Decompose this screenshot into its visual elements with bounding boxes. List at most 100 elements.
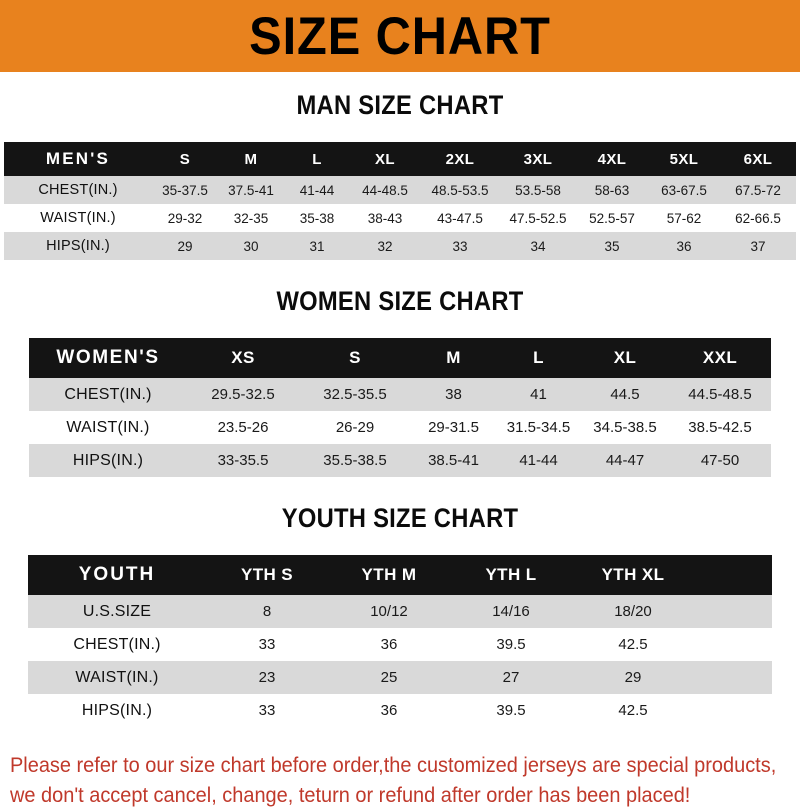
- youth-ussize-l: 14/16: [450, 595, 572, 628]
- men-waist-label: WAIST(IN.): [4, 204, 152, 232]
- men-size-table: MEN'S S M L XL 2XL 3XL 4XL 5XL 6XL CHEST…: [4, 142, 796, 260]
- youth-waist-l: 27: [450, 661, 572, 694]
- men-chest-2xl: 48.5-53.5: [420, 176, 500, 204]
- footer-note: Please refer to our size chart before or…: [10, 739, 777, 811]
- youth-waist-m: 25: [328, 661, 450, 694]
- table-row: WAIST(IN.) 23 25 27 29: [28, 661, 772, 694]
- table-row: CHEST(IN.) 29.5-32.5 32.5-35.5 38 41 44.…: [29, 378, 771, 411]
- table-row: WAIST(IN.) 29-32 32-35 35-38 38-43 43-47…: [4, 204, 796, 232]
- men-size-header-l: L: [284, 142, 350, 176]
- men-size-header-5xl: 5XL: [648, 142, 720, 176]
- men-section-title: MAN SIZE CHART: [296, 90, 504, 120]
- women-rowlabel-header: WOMEN'S: [29, 338, 187, 378]
- women-waist-label: WAIST(IN.): [29, 411, 187, 444]
- women-size-header-xxl: XXL: [669, 338, 771, 378]
- women-chest-m: 38: [411, 378, 496, 411]
- youth-ussize-m: 10/12: [328, 595, 450, 628]
- men-hips-5xl: 36: [648, 232, 720, 260]
- youth-hips-l: 39.5: [450, 694, 572, 727]
- men-waist-2xl: 43-47.5: [420, 204, 500, 232]
- women-chest-xl: 44.5: [581, 378, 669, 411]
- men-waist-3xl: 47.5-52.5: [500, 204, 576, 232]
- women-waist-m: 29-31.5: [411, 411, 496, 444]
- men-hips-2xl: 33: [420, 232, 500, 260]
- women-size-header-xs: XS: [187, 338, 299, 378]
- women-size-header-m: M: [411, 338, 496, 378]
- men-section: MAN SIZE CHART MEN'S S M L XL 2XL 3XL 4X…: [0, 90, 800, 260]
- men-waist-m: 32-35: [218, 204, 284, 232]
- men-size-header-2xl: 2XL: [420, 142, 500, 176]
- table-row: CHEST(IN.) 33 36 39.5 42.5: [28, 628, 772, 661]
- men-hips-m: 30: [218, 232, 284, 260]
- men-size-header-4xl: 4XL: [576, 142, 648, 176]
- table-row: WAIST(IN.) 23.5-26 26-29 29-31.5 31.5-34…: [29, 411, 771, 444]
- men-hips-l: 31: [284, 232, 350, 260]
- youth-row-spacer: [694, 628, 772, 661]
- women-hips-l: 41-44: [496, 444, 581, 477]
- men-header-row: MEN'S S M L XL 2XL 3XL 4XL 5XL 6XL: [4, 142, 796, 176]
- women-chest-s: 32.5-35.5: [299, 378, 411, 411]
- men-hips-xl: 32: [350, 232, 420, 260]
- youth-chest-l: 39.5: [450, 628, 572, 661]
- men-waist-s: 29-32: [152, 204, 218, 232]
- men-chest-m: 37.5-41: [218, 176, 284, 204]
- youth-chest-xl: 42.5: [572, 628, 694, 661]
- women-chest-label: CHEST(IN.): [29, 378, 187, 411]
- women-size-header-l: L: [496, 338, 581, 378]
- youth-header-spacer: [694, 555, 772, 595]
- women-hips-s: 35.5-38.5: [299, 444, 411, 477]
- table-row: U.S.SIZE 8 10/12 14/16 18/20: [28, 595, 772, 628]
- youth-waist-label: WAIST(IN.): [28, 661, 206, 694]
- men-chest-xl: 44-48.5: [350, 176, 420, 204]
- men-size-header-6xl: 6XL: [720, 142, 796, 176]
- youth-size-header-s: YTH S: [206, 555, 328, 595]
- women-size-table: WOMEN'S XS S M L XL XXL CHEST(IN.) 29.5-…: [29, 338, 771, 477]
- women-section-title: WOMEN SIZE CHART: [276, 286, 524, 316]
- men-waist-l: 35-38: [284, 204, 350, 232]
- women-chest-l: 41: [496, 378, 581, 411]
- men-chest-5xl: 63-67.5: [648, 176, 720, 204]
- youth-size-header-xl: YTH XL: [572, 555, 694, 595]
- men-hips-4xl: 35: [576, 232, 648, 260]
- men-hips-s: 29: [152, 232, 218, 260]
- footer-note-line-1: Please refer to our size chart before or…: [10, 754, 777, 777]
- table-row: HIPS(IN.) 29 30 31 32 33 34 35 36 37: [4, 232, 796, 260]
- men-rowlabel-header: MEN'S: [4, 142, 152, 176]
- youth-section-title: YOUTH SIZE CHART: [281, 503, 519, 533]
- men-chest-l: 41-44: [284, 176, 350, 204]
- men-chest-4xl: 58-63: [576, 176, 648, 204]
- men-chest-3xl: 53.5-58: [500, 176, 576, 204]
- men-size-header-m: M: [218, 142, 284, 176]
- youth-row-spacer: [694, 694, 772, 727]
- women-hips-label: HIPS(IN.): [29, 444, 187, 477]
- women-waist-l: 31.5-34.5: [496, 411, 581, 444]
- youth-row-spacer: [694, 595, 772, 628]
- youth-ussize-xl: 18/20: [572, 595, 694, 628]
- women-chest-xs: 29.5-32.5: [187, 378, 299, 411]
- youth-size-table: YOUTH YTH S YTH M YTH L YTH XL U.S.SIZE …: [28, 555, 772, 727]
- men-hips-6xl: 37: [720, 232, 796, 260]
- youth-header-row: YOUTH YTH S YTH M YTH L YTH XL: [28, 555, 772, 595]
- men-hips-label: HIPS(IN.): [4, 232, 152, 260]
- youth-chest-s: 33: [206, 628, 328, 661]
- table-row: HIPS(IN.) 33-35.5 35.5-38.5 38.5-41 41-4…: [29, 444, 771, 477]
- youth-waist-xl: 29: [572, 661, 694, 694]
- women-header-row: WOMEN'S XS S M L XL XXL: [29, 338, 771, 378]
- youth-size-header-m: YTH M: [328, 555, 450, 595]
- youth-hips-s: 33: [206, 694, 328, 727]
- men-chest-label: CHEST(IN.): [4, 176, 152, 204]
- women-size-header-s: S: [299, 338, 411, 378]
- table-row: CHEST(IN.) 35-37.5 37.5-41 41-44 44-48.5…: [4, 176, 796, 204]
- men-chest-s: 35-37.5: [152, 176, 218, 204]
- table-row: HIPS(IN.) 33 36 39.5 42.5: [28, 694, 772, 727]
- women-waist-xs: 23.5-26: [187, 411, 299, 444]
- men-waist-xl: 38-43: [350, 204, 420, 232]
- women-hips-xs: 33-35.5: [187, 444, 299, 477]
- youth-rowlabel-header: YOUTH: [28, 555, 206, 595]
- women-waist-s: 26-29: [299, 411, 411, 444]
- men-waist-5xl: 57-62: [648, 204, 720, 232]
- youth-hips-m: 36: [328, 694, 450, 727]
- youth-chest-label: CHEST(IN.): [28, 628, 206, 661]
- youth-row-spacer: [694, 661, 772, 694]
